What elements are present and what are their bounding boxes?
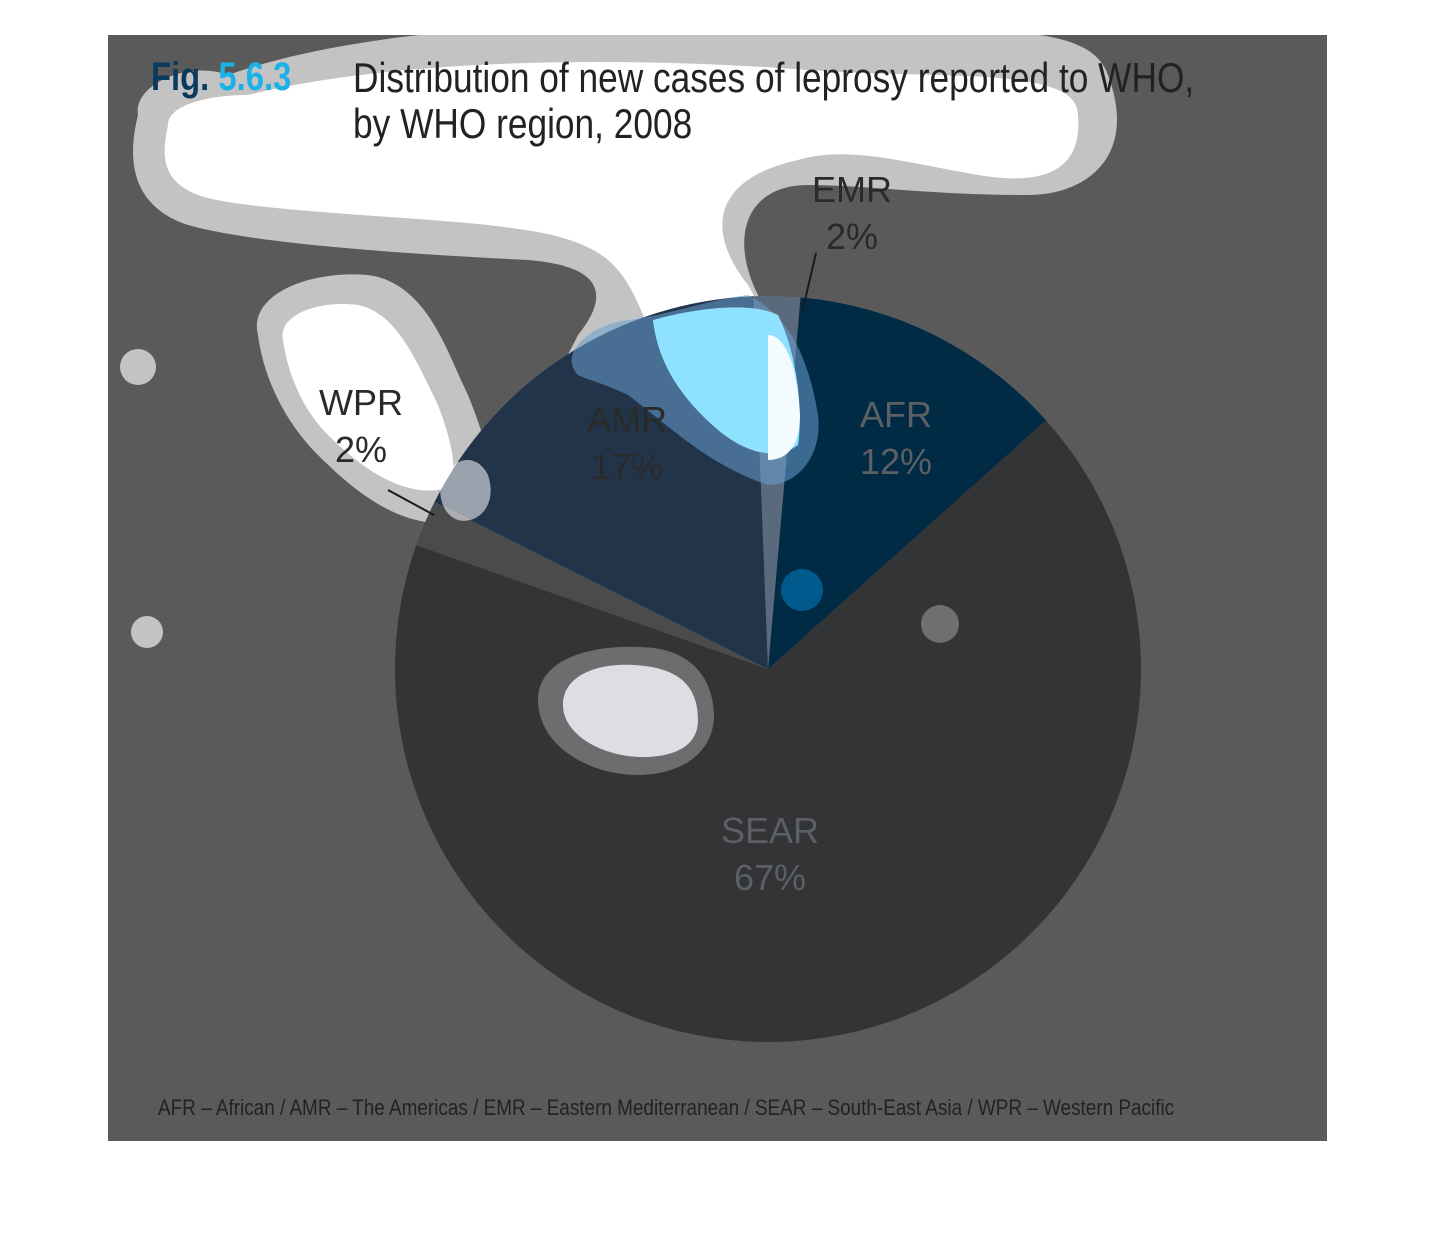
slice-label-wpr: WPR (319, 382, 403, 423)
slice-percent-sear: 67% (734, 857, 806, 898)
figure-word: Fig. (151, 55, 210, 99)
figure-title-line-1: Distribution of new cases of leprosy rep… (353, 54, 1195, 101)
pie-slice-wpr (416, 501, 768, 669)
background-decoration (120, 35, 1117, 648)
pie-chart: AFR 12% SEAR 67% WPR 2% AMR 17% EMR 2% (319, 169, 1142, 1042)
pie-slice-afr (768, 297, 1047, 669)
pie-slice-sear (395, 420, 1142, 1042)
slice-percent-emr: 2% (826, 216, 878, 257)
slice-percent-amr: 17% (591, 446, 663, 487)
wpr-highlight (440, 460, 491, 521)
slice-labels: AFR 12% SEAR 67% WPR 2% AMR 17% EMR 2% (319, 169, 932, 898)
amr-highlight-inner (653, 307, 800, 454)
emr-leader-line (801, 252, 817, 314)
small-dot-1 (120, 349, 156, 385)
afr-dot (781, 569, 823, 611)
leader-lines (387, 252, 817, 516)
figure-title-line-2: by WHO region, 2008 (353, 100, 693, 147)
chart-panel: AFR 12% SEAR 67% WPR 2% AMR 17% EMR 2% Fig. 5.6.3… (108, 35, 1327, 1141)
slice-label-emr: EMR (812, 169, 892, 210)
gray-dot (921, 605, 959, 643)
figure-number: Fig. 5.6.3 (151, 55, 291, 100)
slice-percent-wpr: 2% (335, 429, 387, 470)
slice-label-afr: AFR (860, 394, 932, 435)
figure-number-value: 5.6.3 (218, 55, 292, 99)
wpr-leader-line (387, 489, 435, 516)
sear-inner-blob (563, 664, 698, 757)
figure-title: Distribution of new cases of leprosy rep… (353, 55, 1319, 147)
slice-percent-afr: 12% (860, 441, 932, 482)
small-dot-2 (131, 616, 163, 648)
cloud-inner-blob (164, 62, 1079, 445)
wpr-inner-blob (282, 304, 454, 491)
emr-highlight (768, 335, 800, 460)
slice-label-amr: AMR (587, 399, 667, 440)
region-footnote: AFR – African / AMR – The Americas / EMR… (158, 1095, 1175, 1120)
slice-label-sear: SEAR (721, 810, 819, 851)
pie-overlay-shapes (440, 295, 959, 775)
